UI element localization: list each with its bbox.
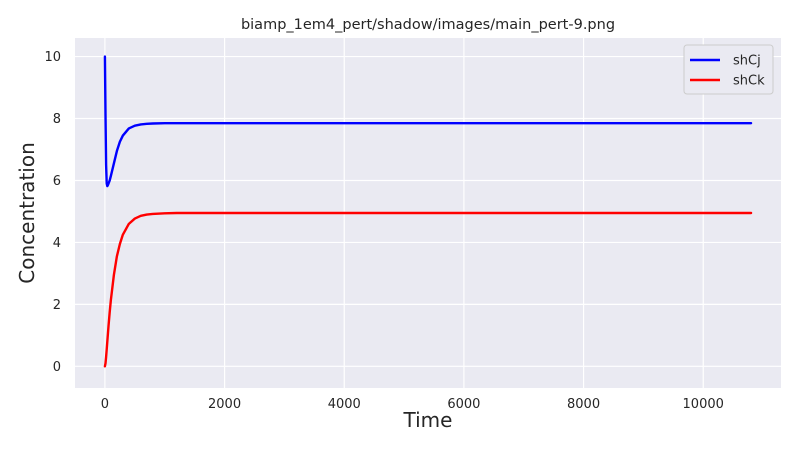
y-tick-labels: 0 2 4 6 8 10 [44, 50, 61, 375]
legend-label-shcj: shCj [733, 54, 761, 69]
y-tick-label: 4 [53, 236, 61, 251]
series-line-shck [103, 211, 753, 368]
x-tick-label: 0 [101, 397, 109, 412]
x-axis-title: Time [403, 408, 453, 432]
x-tick-label: 6000 [447, 397, 480, 412]
legend-box [683, 44, 774, 95]
legend: shCj shCk [683, 44, 774, 95]
series-line-shcj [103, 55, 753, 188]
x-tick-label: 4000 [328, 397, 361, 412]
x-tick-labels: 0 2000 4000 6000 8000 10000 [101, 397, 724, 412]
series-lines [103, 55, 753, 368]
x-tick-label: 10000 [683, 397, 724, 412]
y-tick-label: 2 [53, 298, 61, 313]
y-axis-title: Concentration [15, 142, 39, 283]
chart-title: biamp_1em4_pert/shadow/images/main_pert-… [241, 17, 615, 33]
y-tick-label: 8 [53, 112, 61, 127]
x-tick-label: 2000 [208, 397, 241, 412]
x-tick-label: 8000 [567, 397, 600, 412]
y-tick-label: 0 [53, 360, 61, 375]
y-tick-label: 6 [53, 174, 61, 189]
legend-label-shck: shCk [733, 74, 765, 89]
y-tick-label: 10 [44, 50, 61, 65]
